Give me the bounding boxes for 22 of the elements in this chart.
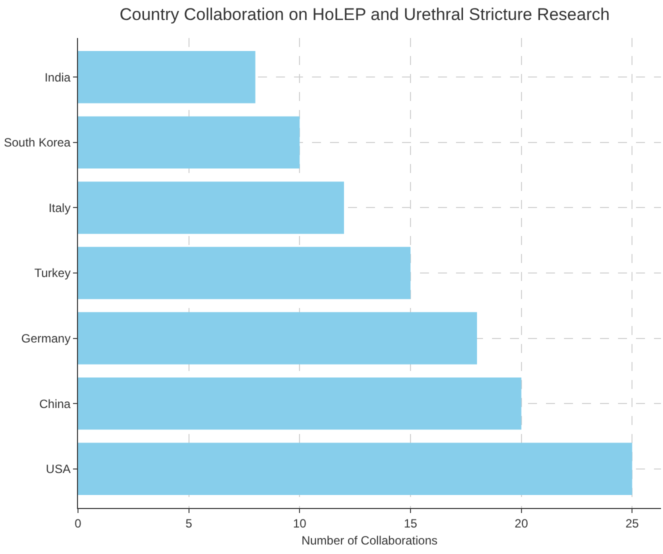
x-tick-label: 10: [292, 516, 307, 530]
y-tick-label: Turkey: [34, 266, 71, 280]
y-tick-label: USA: [46, 462, 71, 476]
x-tick-label: 20: [514, 516, 528, 530]
y-tick-label: India: [44, 70, 71, 84]
bar: [78, 312, 478, 364]
y-tick-label: South Korea: [4, 136, 71, 150]
x-tick-label: 15: [404, 516, 418, 530]
bar: [78, 51, 256, 104]
y-tick-label: Germany: [21, 331, 71, 346]
x-tick-label: 0: [74, 516, 82, 530]
y-tick-label: China: [39, 396, 71, 411]
bar: [78, 182, 344, 234]
bar: [78, 377, 522, 430]
x-tick-label: 5: [185, 516, 192, 530]
bar: [78, 246, 411, 300]
bar: [78, 442, 632, 495]
bar: [78, 116, 300, 169]
x-tick-label: 25: [626, 516, 640, 530]
chart-title: Country Collaboration on HoLEP and Urethral Stricture Research: [120, 5, 610, 24]
x-axis-title: Number of Collaborations: [301, 533, 438, 548]
y-tick-label: Italy: [48, 200, 71, 215]
